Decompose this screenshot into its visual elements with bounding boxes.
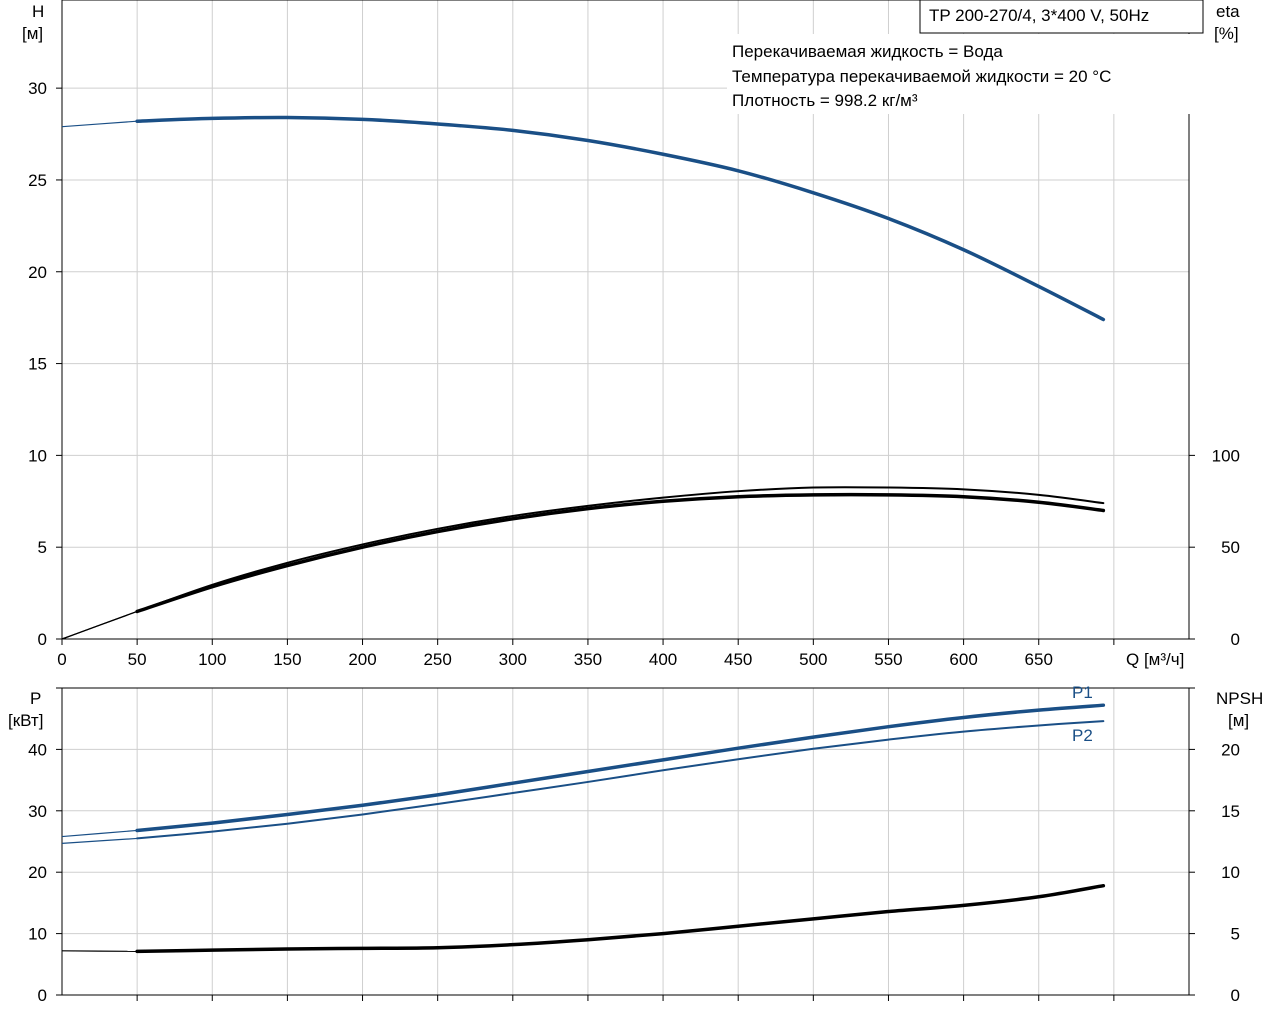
x-tick-label: 150	[273, 650, 301, 669]
curve-eta2-leadin	[61, 610, 138, 640]
x-tick-label: 350	[574, 650, 602, 669]
npsh-tick-label: 0	[1231, 986, 1240, 1005]
eta-tick-label: 0	[1231, 630, 1240, 649]
h-tick-label: 30	[28, 79, 47, 98]
curve-P2-leadin	[61, 837, 138, 844]
curve-NPSH-leadin	[61, 950, 138, 953]
curve-P1-leadin	[61, 829, 138, 838]
bottom-chart-curves: P1 P2	[61, 683, 1106, 954]
npsh-axis-unit: [м]	[1228, 711, 1249, 730]
h-axis-label: H	[32, 2, 44, 21]
series-label-P2: P2	[1072, 726, 1093, 745]
x-tick-label: 200	[348, 650, 376, 669]
fluid-info-box	[727, 34, 1192, 114]
fluid-info-line-3: Плотность = 998.2 кг/м³	[732, 91, 918, 110]
h-tick-label: 20	[28, 263, 47, 282]
h-axis-unit: [м]	[22, 24, 43, 43]
top-chart-curves	[61, 115, 1106, 640]
h-tick-label: 10	[28, 446, 47, 465]
p-axis-label: P	[30, 689, 41, 708]
model-label-box	[919, 0, 1204, 34]
p-tick-label: 0	[38, 986, 47, 1005]
eta-axis-unit: [%]	[1214, 24, 1239, 43]
curve-eta1	[135, 492, 1106, 614]
p-tick-label: 30	[28, 802, 47, 821]
npsh-tick-label: 10	[1221, 863, 1240, 882]
curve-H-leadin	[61, 120, 138, 128]
x-tick-label: 100	[198, 650, 226, 669]
eta-tick-label: 100	[1212, 446, 1240, 465]
curve-H	[135, 115, 1106, 322]
x-tick-label: 300	[499, 650, 527, 669]
h-tick-label: 15	[28, 355, 47, 374]
x-tick-label: 550	[874, 650, 902, 669]
x-tick-label: 450	[724, 650, 752, 669]
npsh-axis-label: NPSH	[1216, 689, 1263, 708]
bottom-chart-ticks: 0 10 20 30 40 0 5 10 15 20	[28, 687, 1240, 1005]
p-tick-label: 20	[28, 863, 47, 882]
curve-eta2	[136, 486, 1105, 613]
p-axis-unit: [кВт]	[8, 711, 43, 730]
series-label-P1: P1	[1072, 683, 1093, 702]
x-tick-label: 500	[799, 650, 827, 669]
npsh-tick-label: 5	[1231, 925, 1240, 944]
npsh-tick-label: 15	[1221, 802, 1240, 821]
p-tick-label: 40	[28, 740, 47, 759]
x-tick-label: 50	[128, 650, 147, 669]
eta-axis-label: eta	[1216, 2, 1240, 21]
curve-NPSH	[135, 883, 1106, 954]
curve-P2	[136, 720, 1105, 840]
q-axis-label: Q [м³/ч]	[1126, 650, 1184, 669]
top-plot-frame	[61, 0, 1190, 640]
curve-P1	[135, 703, 1106, 833]
x-tick-label: 250	[423, 650, 451, 669]
top-chart-ticks: 0 50 100 150 200 250 300 350 400 450 500 550 600 6500…	[28, 79, 1240, 669]
p-tick-label: 10	[28, 925, 47, 944]
bottom-plot-frame	[61, 687, 1190, 996]
x-tick-label: 650	[1025, 650, 1053, 669]
fluid-info-line-1: Перекачиваемая жидкость = Вода	[732, 42, 1003, 61]
x-tick-label: 400	[649, 650, 677, 669]
fluid-info-line-2: Температура перекачиваемой жидкости = 20…	[732, 67, 1111, 86]
h-tick-label: 5	[38, 538, 47, 557]
eta-tick-label: 50	[1221, 538, 1240, 557]
h-tick-label: 25	[28, 171, 47, 190]
x-tick-label: 600	[949, 650, 977, 669]
x-tick-label: 0	[57, 650, 66, 669]
h-tick-label: 0	[38, 630, 47, 649]
model-label: TP 200-270/4, 3*400 V, 50Hz	[929, 6, 1149, 25]
npsh-tick-label: 20	[1221, 740, 1240, 759]
